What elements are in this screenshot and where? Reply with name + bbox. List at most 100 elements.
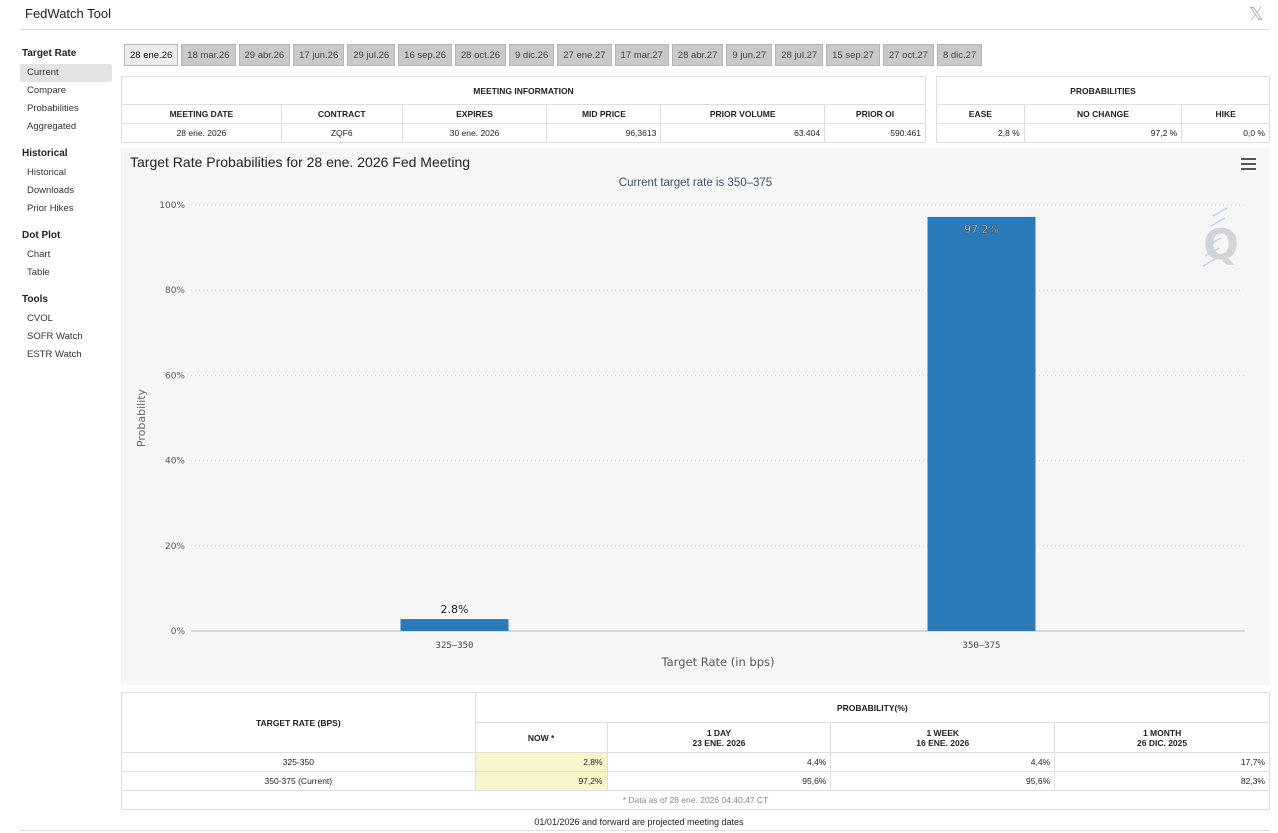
y-tick-label: 80%: [165, 286, 185, 296]
cell-prior-oi: 590.461: [824, 123, 926, 143]
probability-table: TARGET RATE (BPS) PROBABILITY(%) NOW * 1 …: [121, 692, 1271, 810]
y-tick-label: 100%: [159, 201, 185, 211]
sub-header-label: NOW *: [527, 732, 555, 743]
tab-9-dic-26[interactable]: 9 dic.26: [508, 44, 555, 66]
sidebar-section-tools: Tools CVOL SOFR Watch ESTR Watch: [20, 292, 112, 364]
sub-header-1-month: 1 MONTH 26 DIC. 2025: [1054, 722, 1270, 753]
tab-28-oct-26[interactable]: 28 oct.26: [454, 44, 506, 66]
column-header-expires: EXPIRES: [401, 104, 548, 124]
sidebar-item-aggregated[interactable]: Aggregated: [27, 121, 77, 132]
sub-header-label: 1 WEEK: [926, 727, 960, 738]
sidebar-item-chart[interactable]: Chart: [27, 249, 51, 260]
tab-27-oct-27[interactable]: 27 oct.27: [882, 44, 934, 66]
sidebar: Target Rate Current Compare Probabilities Ag…: [20, 46, 112, 374]
column-header-meeting-date: MEETING DATE: [121, 104, 282, 124]
probabilities-table: PROBABILITIES EASE NO CHANGE HIKE 2,8 % 97,…: [936, 76, 1270, 143]
cell-meeting-date: 28 ene. 2026: [121, 123, 282, 143]
tab-9-jun-27[interactable]: 9 jun.27: [726, 44, 773, 66]
sidebar-heading: Historical: [22, 148, 68, 159]
tab-28-abr-27[interactable]: 28 abr.27: [671, 44, 724, 66]
bar-1[interactable]: [927, 216, 1036, 631]
sidebar-section-historical: Historical Historical Downloads Prior Hikes: [20, 146, 112, 218]
tab-29-abr-26[interactable]: 29 abr.26: [238, 44, 291, 66]
bar-chart: 0% 20% 40% 60% 80% 100% 2.8% 325–350 97.2% 350–37…: [135, 201, 1245, 669]
probabilities-heading: PROBABILITIES: [936, 76, 1270, 105]
chart-menu-icon[interactable]: [1241, 158, 1256, 170]
meeting-date-tabs: 28 ene.26 18 mar.26 29 abr.26 17 jun.26 29 j…: [124, 44, 983, 66]
sub-header-date: 26 DIC. 2025: [1137, 737, 1188, 748]
cell-contract: ZQF6: [280, 123, 403, 143]
sidebar-heading: Dot Plot: [22, 230, 61, 241]
sub-header-label: 1 MONTH: [1142, 727, 1182, 738]
title-divider: [20, 29, 1270, 30]
sidebar-heading: Tools: [22, 294, 48, 305]
column-header-mid-price: MID PRICE: [546, 104, 662, 124]
sidebar-item-sofr-watch[interactable]: SOFR Watch: [27, 331, 83, 342]
sidebar-item-current[interactable]: Current: [20, 64, 112, 82]
tab-17-mar-27[interactable]: 17 mar.27: [614, 44, 669, 66]
sidebar-item-prior-hikes[interactable]: Prior Hikes: [27, 203, 74, 214]
cell-hike: 0,0 %: [1181, 123, 1270, 143]
tab-15-sep-27[interactable]: 15 sep.27: [826, 44, 880, 66]
probability-cell: 2,8%: [474, 752, 608, 772]
column-header-ease: EASE: [936, 104, 1025, 124]
chart-subtitle: Current target rate is 350–375: [618, 177, 773, 189]
tab-28-jul-27[interactable]: 28 jul.27: [775, 44, 824, 66]
data-label-0: 2.8%: [441, 603, 469, 616]
probability-header: PROBABILITY(%): [474, 692, 1271, 723]
sub-header-date: 23 ENE. 2026: [692, 737, 746, 748]
tab-27-ene-27[interactable]: 27 ene.27: [557, 44, 612, 66]
x-logo-icon[interactable]: 𝕏: [1249, 4, 1264, 25]
sidebar-item-cvol[interactable]: CVOL: [27, 313, 53, 324]
sidebar-item-estr-watch[interactable]: ESTR Watch: [27, 349, 82, 360]
sidebar-item-historical[interactable]: Historical: [27, 167, 67, 178]
target-rate-header: TARGET RATE (BPS): [121, 692, 476, 753]
probability-cell: 4,4%: [606, 752, 832, 772]
meeting-information-heading: MEETING INFORMATION: [121, 76, 926, 105]
tab-17-jun-26[interactable]: 17 jun.26: [293, 44, 345, 66]
tab-8-dic-27[interactable]: 8 dic.27: [936, 44, 983, 66]
sidebar-item-table[interactable]: Table: [27, 267, 50, 278]
projected-dates-note: 01/01/2026 and forward are projected mee…: [534, 817, 744, 827]
table-row: 325-350 2,8% 4,4% 4,4% 17,7%: [121, 752, 1270, 772]
table-row: 350-375 (Current) 97,2% 95,6% 95,6% 82,3%: [121, 771, 1270, 791]
x-axis-label: Target Rate (in bps): [661, 655, 775, 669]
sidebar-item-compare[interactable]: Compare: [27, 85, 67, 96]
probability-cell: 82,3%: [1054, 771, 1270, 791]
column-header-prior-oi: PRIOR OI: [824, 104, 926, 124]
probability-cell: 97,2%: [474, 771, 608, 791]
bar-0[interactable]: [400, 619, 509, 631]
probability-cell: 4,4%: [830, 752, 1056, 772]
probability-cell: 95,6%: [830, 771, 1056, 791]
tab-18-mar-26[interactable]: 18 mar.26: [181, 44, 236, 66]
cell-ease: 2,8 %: [936, 123, 1025, 143]
sidebar-section-dot-plot: Dot Plot Chart Table: [20, 228, 112, 282]
tab-28-ene-26[interactable]: 28 ene.26: [124, 44, 179, 66]
sub-header-1-week: 1 WEEK 16 ENE. 2026: [830, 722, 1056, 753]
y-axis-label: Probability: [135, 388, 148, 447]
cell-mid-price: 96,3613: [546, 123, 662, 143]
sub-header-now: NOW *: [474, 722, 608, 753]
app-title: FedWatch Tool: [25, 6, 111, 21]
cell-no-change: 97,2 %: [1023, 123, 1183, 143]
sidebar-item-probabilities[interactable]: Probabilities: [27, 103, 79, 114]
meeting-information-table: MEETING INFORMATION MEETING DATE CONTRACT…: [121, 76, 926, 143]
bottom-divider: [20, 830, 1270, 831]
chart-panel: Target Rate Probabilities for 28 ene. 20…: [121, 148, 1270, 685]
plot-area: [191, 205, 1245, 631]
x-tick-label-0: 325–350: [436, 641, 474, 651]
probability-cell: 95,6%: [606, 771, 832, 791]
y-tick-label: 40%: [165, 457, 185, 467]
column-header-hike: HIKE: [1181, 104, 1270, 124]
probability-cell: 17,7%: [1054, 752, 1270, 772]
chart-title: Target Rate Probabilities for 28 ene. 20…: [130, 154, 471, 170]
cell-prior-volume: 63.404: [660, 123, 826, 143]
watermark-logo-icon: Q: [1202, 207, 1239, 269]
sub-header-label: 1 DAY: [706, 727, 732, 738]
data-timestamp-footnote: * Data as of 28 ene. 2026 04:40:47 CT: [121, 790, 1270, 810]
sidebar-item-downloads[interactable]: Downloads: [27, 185, 74, 196]
sidebar-heading: Target Rate: [22, 48, 77, 59]
tab-16-sep-26[interactable]: 16 sep.26: [398, 44, 452, 66]
x-tick-label-1: 350–375: [963, 641, 1001, 651]
tab-29-jul-26[interactable]: 29 jul.26: [347, 44, 396, 66]
